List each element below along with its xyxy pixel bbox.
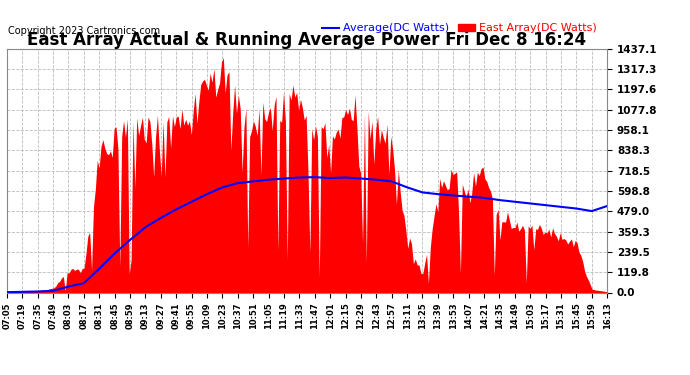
Text: Copyright 2023 Cartronics.com: Copyright 2023 Cartronics.com bbox=[8, 26, 159, 36]
Legend: Average(DC Watts), East Array(DC Watts): Average(DC Watts), East Array(DC Watts) bbox=[318, 19, 602, 38]
Title: East Array Actual & Running Average Power Fri Dec 8 16:24: East Array Actual & Running Average Powe… bbox=[28, 31, 586, 49]
